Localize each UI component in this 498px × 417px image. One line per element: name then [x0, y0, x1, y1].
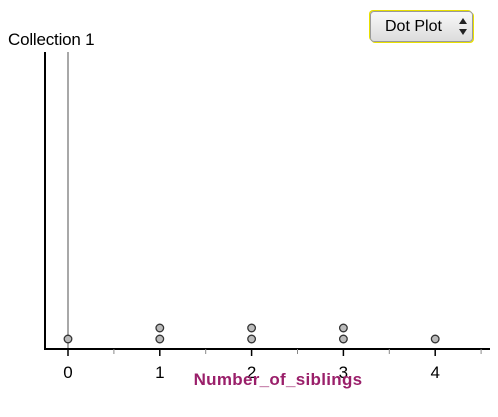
data-point[interactable] — [247, 323, 257, 333]
x-axis-tick-labels: 0 1 2 3 4 — [63, 363, 440, 382]
up-down-stepper-icon[interactable] — [456, 14, 470, 39]
collection-title: Collection 1 — [8, 30, 95, 49]
data-point[interactable] — [430, 334, 440, 344]
data-point[interactable] — [63, 334, 73, 344]
x-axis-title: Number_of_siblings — [193, 370, 363, 389]
x-tick-label: 3 — [339, 363, 348, 382]
plot-type-selected-value: Dot Plot — [385, 18, 442, 35]
x-tick-label: 2 — [247, 363, 256, 382]
data-point[interactable] — [247, 334, 257, 344]
x-tick-label: 4 — [430, 363, 439, 382]
data-points — [63, 323, 440, 344]
data-point[interactable] — [338, 334, 348, 344]
x-tick-label: 0 — [63, 363, 72, 382]
data-point[interactable] — [338, 323, 348, 333]
data-point[interactable] — [155, 323, 165, 333]
data-point[interactable] — [155, 334, 165, 344]
plot-type-select[interactable]: Dot Plot — [370, 11, 473, 42]
x-axis-ticks — [67, 349, 482, 356]
x-tick-label: 1 — [155, 363, 164, 382]
